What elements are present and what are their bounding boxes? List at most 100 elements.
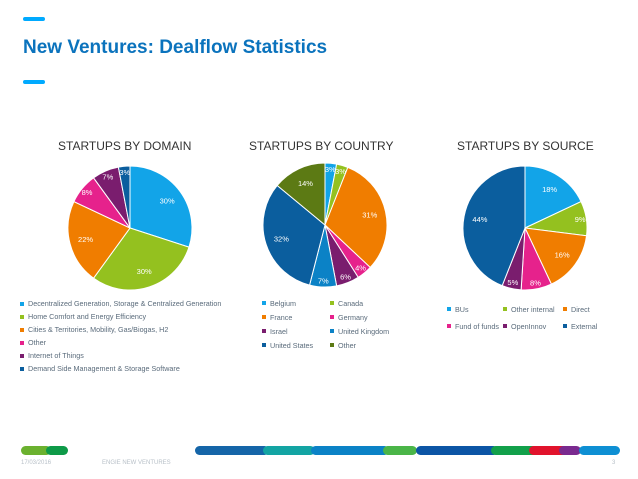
legend-swatch bbox=[330, 315, 334, 319]
legend-swatch bbox=[262, 343, 266, 347]
legend-item-germany: Germany bbox=[330, 310, 400, 324]
legend-item-other: Other bbox=[20, 336, 221, 349]
legend-label: Israel bbox=[270, 326, 288, 336]
legend-country: Belgium Canada France Germany Israel United K… bbox=[262, 296, 400, 352]
data-label-belgium: 3% bbox=[325, 165, 336, 174]
data-label-germany: 4% bbox=[355, 263, 366, 272]
slide-title: New Ventures: Dealflow Statistics bbox=[23, 37, 328, 58]
legend-swatch bbox=[262, 315, 266, 319]
pie-chart-country: 3% 3% 31% 4% 6% 7% 32% 14% bbox=[262, 162, 388, 288]
legend-label: Fund of funds bbox=[455, 321, 499, 331]
legend-item-cities-territories-mobility-gas-biogas-h2: Cities & Territories, Mobility, Gas/Biog… bbox=[20, 323, 221, 336]
legend-item-other-internal: Other internal bbox=[503, 302, 563, 316]
legend-label: Cities & Territories, Mobility, Gas/Biog… bbox=[28, 325, 169, 334]
footer-segment bbox=[195, 446, 269, 455]
legend-swatch bbox=[20, 314, 24, 319]
legend-label: Other bbox=[28, 338, 46, 347]
data-label-fund-of-funds: 8% bbox=[530, 278, 541, 287]
footer-segment bbox=[416, 446, 498, 455]
legend-label: Home Comfort and Energy Efficiency bbox=[28, 312, 147, 321]
footer-segment bbox=[529, 446, 575, 455]
pie-slice-external bbox=[462, 165, 526, 287]
legend-item-united-kingdom: United Kingdom bbox=[330, 324, 400, 338]
data-label-external: 44% bbox=[472, 215, 487, 224]
data-label-bus: 18% bbox=[542, 185, 557, 194]
footer-segment bbox=[311, 446, 389, 455]
legend-swatch bbox=[503, 307, 507, 311]
legend-swatch bbox=[262, 301, 266, 305]
footer-segment bbox=[46, 446, 68, 455]
data-label-demand-side-management-storage-software: 3% bbox=[119, 168, 130, 177]
legend-item-demand-side-management-storage-software: Demand Side Management & Storage Softwar… bbox=[20, 362, 221, 375]
chart-title-source: STARTUPS BY SOURCE bbox=[457, 139, 594, 153]
footer-segment bbox=[21, 446, 51, 455]
legend-label: Internet of Things bbox=[28, 351, 84, 360]
data-label-canada: 3% bbox=[335, 167, 346, 176]
legend-swatch bbox=[20, 366, 24, 371]
data-label-israel: 6% bbox=[340, 272, 351, 281]
legend-item-home-comfort-and-energy-efficiency: Home Comfort and Energy Efficiency bbox=[20, 310, 221, 323]
legend-item-bus: BUs bbox=[447, 302, 503, 316]
pie-slice-demand-side-management-storage-software bbox=[117, 165, 131, 229]
legend-label: France bbox=[270, 312, 293, 322]
footer-segment bbox=[579, 446, 620, 455]
footer-segment bbox=[559, 446, 581, 455]
pie-slice-direct bbox=[524, 227, 588, 285]
legend-swatch bbox=[330, 301, 334, 305]
legend-item-external: External bbox=[563, 319, 619, 333]
footer-color-bar bbox=[21, 446, 620, 455]
footer-segment bbox=[263, 446, 315, 455]
data-label-other: 8% bbox=[82, 188, 93, 197]
legend-label: Direct bbox=[571, 304, 590, 314]
legend-item-belgium: Belgium bbox=[262, 296, 330, 310]
legend-swatch bbox=[330, 343, 334, 347]
legend-item-israel: Israel bbox=[262, 324, 330, 338]
chart-title-domain: STARTUPS BY DOMAIN bbox=[58, 139, 192, 153]
legend-swatch bbox=[20, 340, 24, 345]
legend-item-canada: Canada bbox=[330, 296, 400, 310]
legend-label: BUs bbox=[455, 304, 469, 314]
pie-slice-home-comfort-and-energy-efficiency bbox=[92, 227, 190, 291]
legend-item-openinnov: OpenInnov bbox=[503, 319, 563, 333]
data-label-cities-territories-mobility-gas-biogas-h2: 22% bbox=[78, 235, 93, 244]
pie-slice-other bbox=[276, 162, 326, 227]
data-label-direct: 16% bbox=[555, 250, 570, 259]
data-label-united-states: 32% bbox=[274, 235, 289, 244]
pie-slice-united-states bbox=[262, 184, 326, 286]
title-accent-top bbox=[23, 17, 45, 21]
legend-item-other: Other bbox=[330, 338, 400, 352]
legend-label: External bbox=[571, 321, 598, 331]
legend-swatch bbox=[330, 329, 334, 333]
data-label-openinnov: 5% bbox=[507, 278, 518, 287]
legend-label: Other bbox=[338, 340, 356, 350]
legend-swatch bbox=[20, 301, 24, 306]
legend-label: Demand Side Management & Storage Softwar… bbox=[28, 364, 180, 373]
data-label-united-kingdom: 7% bbox=[318, 276, 329, 285]
legend-item-direct: Direct bbox=[563, 302, 619, 316]
chart-title-country: STARTUPS BY COUNTRY bbox=[249, 139, 394, 153]
data-label-other: 14% bbox=[298, 179, 313, 188]
legend-label: Canada bbox=[338, 298, 364, 308]
pie-chart-domain: 30% 30% 22% 8% 7% 3% bbox=[67, 165, 193, 291]
footer-page-number: 3 bbox=[612, 460, 616, 466]
title-accent-bottom bbox=[23, 80, 45, 84]
legend-swatch bbox=[20, 353, 24, 358]
footer-date: 17/03/2016 bbox=[21, 460, 52, 466]
legend-swatch bbox=[447, 324, 451, 328]
footer-segment bbox=[383, 446, 417, 455]
legend-item-internet-of-things: Internet of Things bbox=[20, 349, 221, 362]
pie-slice-decentralized-generation-storage-centralized-generation bbox=[129, 165, 193, 248]
legend-swatch bbox=[262, 329, 266, 333]
legend-label: United Kingdom bbox=[338, 326, 390, 336]
legend-label: OpenInnov bbox=[511, 321, 547, 331]
legend-domain: Decentralized Generation, Storage & Cent… bbox=[20, 297, 221, 375]
pie-slice-france bbox=[324, 166, 388, 269]
data-label-decentralized-generation-storage-centralized-generation: 30% bbox=[160, 197, 175, 206]
legend-item-fund-of-funds: Fund of funds bbox=[447, 319, 503, 333]
footer-segment bbox=[491, 446, 539, 455]
legend-item-united-states: United States bbox=[262, 338, 330, 352]
legend-swatch bbox=[447, 307, 451, 311]
data-label-home-comfort-and-energy-efficiency: 30% bbox=[137, 267, 152, 276]
legend-item-france: France bbox=[262, 310, 330, 324]
legend-label: Germany bbox=[338, 312, 368, 322]
